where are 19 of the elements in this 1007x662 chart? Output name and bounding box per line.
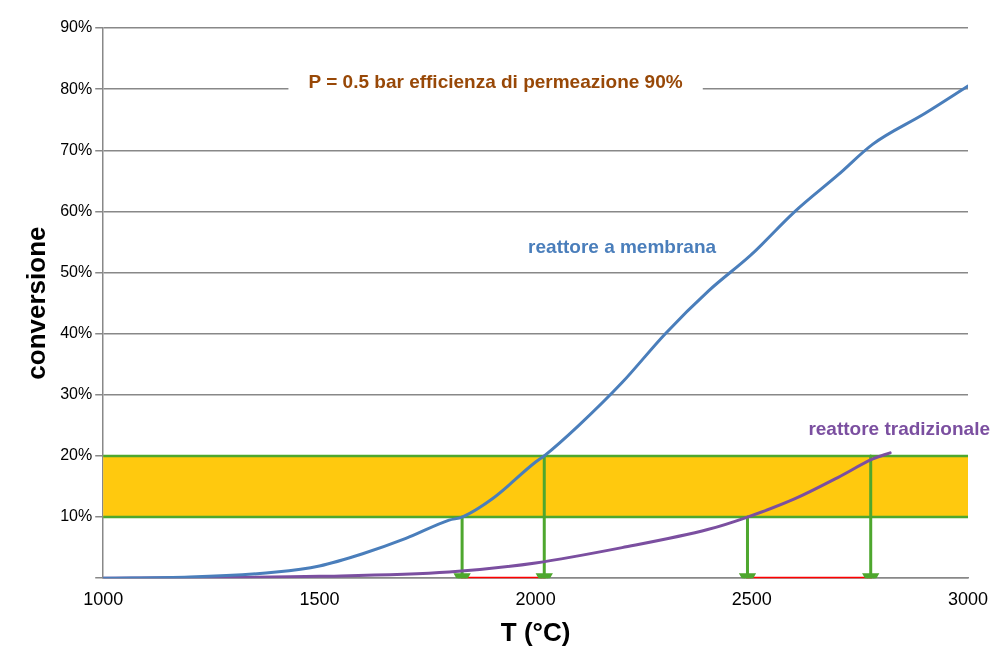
y-tick-label: 90% xyxy=(60,18,93,36)
x-tick-label: 1000 xyxy=(83,588,124,609)
y-tick-label: 40% xyxy=(60,324,93,342)
y-tick-label: 60% xyxy=(60,201,93,219)
text: P = 0.5 bar efficienza di permeazione 90% xyxy=(308,71,683,93)
series-label: reattore a membrana xyxy=(528,236,717,258)
y-tick-label: 50% xyxy=(60,262,93,280)
series-label: reattore tradizionale xyxy=(808,417,990,439)
y-axis-title: conversione xyxy=(20,226,51,380)
y-tick-label: 30% xyxy=(60,385,93,403)
x-axis-title: T (°C) xyxy=(500,616,571,647)
y-tick-label: 70% xyxy=(60,140,93,158)
x-tick-label: 1500 xyxy=(299,588,340,609)
y-tick-label: 80% xyxy=(60,79,93,97)
y-tick-label: 10% xyxy=(60,507,93,525)
y-tick-label: 20% xyxy=(60,446,93,464)
x-tick-label: 3000 xyxy=(947,588,989,609)
x-tick-label: 2500 xyxy=(731,588,772,609)
x-tick-label: 2000 xyxy=(515,588,556,609)
